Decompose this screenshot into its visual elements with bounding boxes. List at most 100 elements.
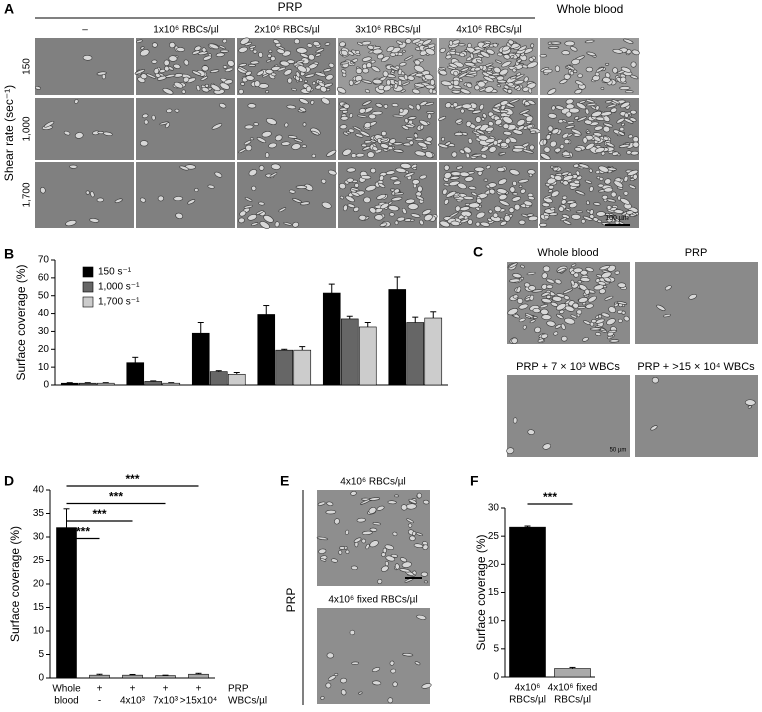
- cell: [502, 116, 513, 124]
- cell: [256, 137, 267, 144]
- x-tick-label: +: [97, 684, 103, 695]
- cell: [270, 55, 276, 62]
- cell: [584, 288, 590, 295]
- cell: [353, 537, 362, 543]
- cell: [243, 205, 253, 209]
- cell: [617, 318, 623, 323]
- cell: [577, 280, 582, 284]
- cell: [389, 660, 395, 666]
- bar: [257, 314, 276, 386]
- cell: [426, 111, 435, 114]
- cell: [619, 127, 625, 132]
- cell: [563, 73, 571, 80]
- cell: [369, 497, 381, 501]
- cell: [151, 114, 156, 121]
- micrograph-bg: [35, 162, 134, 228]
- cell: [365, 543, 370, 550]
- cell: [224, 67, 234, 73]
- cell: [408, 140, 414, 146]
- cell: [499, 152, 507, 156]
- cell: [610, 207, 617, 211]
- cell: [405, 124, 415, 128]
- cell: [467, 42, 472, 49]
- cell: [474, 67, 481, 72]
- cell: [295, 185, 308, 190]
- cell: [387, 146, 394, 150]
- cell: [441, 137, 445, 142]
- cell: [561, 119, 567, 123]
- cell: [328, 62, 335, 68]
- cell: [422, 544, 429, 550]
- micrograph-bg: [507, 375, 630, 457]
- cell: [570, 46, 578, 52]
- cell: [404, 172, 415, 178]
- cell: [340, 61, 349, 65]
- y-label: Surface coverage (%): [8, 526, 22, 642]
- cell: [415, 103, 421, 111]
- cell: [466, 82, 473, 89]
- cell: [265, 69, 274, 75]
- cell: [416, 614, 427, 620]
- cell: [340, 115, 349, 121]
- cell: [496, 75, 505, 81]
- cell: [254, 80, 261, 88]
- cell: [265, 152, 270, 158]
- cell: [620, 66, 632, 73]
- cell: [513, 145, 525, 150]
- cell: [343, 204, 348, 212]
- x-tick-label: +: [196, 684, 202, 695]
- cell: [610, 107, 618, 113]
- cell: [238, 89, 244, 95]
- cell: [601, 271, 612, 279]
- cell: [467, 70, 478, 75]
- cell: [509, 75, 517, 80]
- cell: [459, 149, 465, 154]
- cell: [326, 652, 334, 659]
- cell: [604, 178, 612, 185]
- cell: [621, 122, 625, 127]
- cell: [425, 48, 436, 56]
- cell: [589, 214, 595, 219]
- image-label: PRP: [685, 247, 708, 259]
- cell: [270, 72, 277, 77]
- cell: [575, 190, 586, 196]
- cell: [472, 130, 481, 135]
- cell: [327, 675, 337, 681]
- cell: [574, 147, 582, 152]
- cell: [384, 544, 395, 551]
- cell: [244, 197, 253, 202]
- cell: [354, 80, 361, 85]
- y-tick-label: 70: [38, 255, 50, 266]
- cell: [386, 45, 395, 53]
- cell: [397, 76, 408, 82]
- cell: [356, 41, 364, 46]
- bar: [191, 332, 210, 386]
- cell: [481, 117, 486, 121]
- x-tick-label: blood: [54, 696, 78, 707]
- y-tick-label: 15: [488, 587, 500, 598]
- cell: [402, 653, 414, 657]
- cell: [623, 315, 630, 322]
- cell: [589, 186, 594, 192]
- cell: [417, 185, 423, 193]
- cell: [151, 59, 158, 64]
- cell: [421, 683, 432, 689]
- cell: [421, 209, 432, 216]
- cell: [541, 291, 550, 297]
- micrograph: [136, 162, 235, 228]
- cell: [624, 90, 634, 94]
- cell: [265, 90, 269, 94]
- y-tick-label: 60: [38, 272, 50, 283]
- y-tick-label: 50: [38, 290, 50, 301]
- x-tick-label: RBCs/µl: [554, 695, 591, 706]
- cell: [508, 262, 518, 269]
- cell: [457, 72, 468, 79]
- cell: [570, 128, 582, 135]
- cell: [173, 81, 184, 89]
- cell: [406, 137, 414, 141]
- cell: [547, 113, 558, 119]
- cell: [597, 183, 604, 188]
- cell: [97, 131, 105, 135]
- cell: [480, 221, 490, 227]
- cell: [176, 47, 185, 52]
